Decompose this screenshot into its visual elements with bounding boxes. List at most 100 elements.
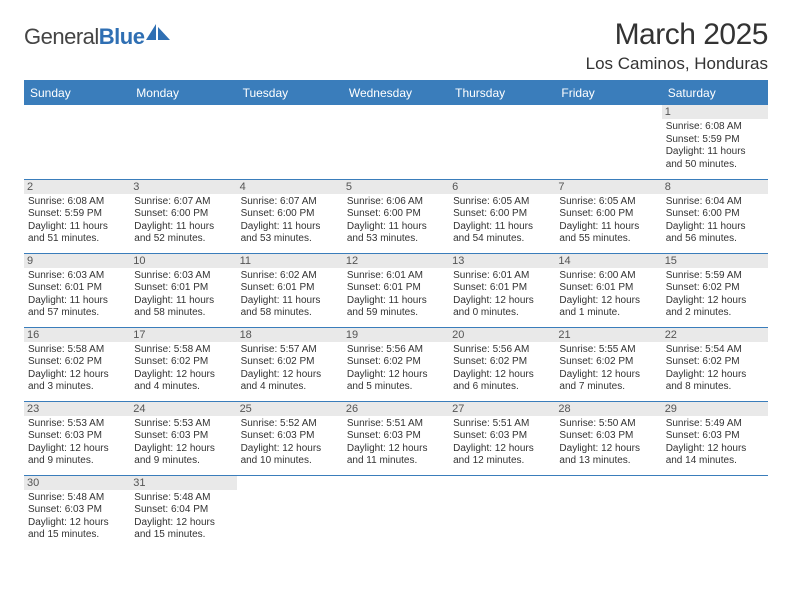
sunset: Sunset: 5:59 PM (28, 208, 126, 221)
sunset: Sunset: 6:02 PM (134, 356, 232, 369)
col-wednesday: Wednesday (343, 81, 449, 105)
daylight: Daylight: 11 hours and 52 minutes. (134, 221, 232, 246)
calendar-cell: 8Sunrise: 6:04 AMSunset: 6:00 PMDaylight… (662, 179, 768, 253)
day-number: 30 (24, 476, 130, 490)
sunrise: Sunrise: 5:53 AM (28, 418, 126, 431)
calendar-cell: 15Sunrise: 5:59 AMSunset: 6:02 PMDayligh… (662, 253, 768, 327)
daylight: Daylight: 12 hours and 7 minutes. (559, 369, 657, 394)
sunset: Sunset: 6:00 PM (134, 208, 232, 221)
daylight: Daylight: 12 hours and 8 minutes. (666, 369, 764, 394)
day-number: 29 (662, 402, 768, 416)
calendar-cell: 29Sunrise: 5:49 AMSunset: 6:03 PMDayligh… (662, 401, 768, 475)
sunrise: Sunrise: 5:48 AM (134, 492, 232, 505)
sunrise: Sunrise: 5:56 AM (347, 344, 445, 357)
sunrise: Sunrise: 6:00 AM (559, 270, 657, 283)
calendar-cell: 25Sunrise: 5:52 AMSunset: 6:03 PMDayligh… (237, 401, 343, 475)
col-thursday: Thursday (449, 81, 555, 105)
sunset: Sunset: 6:02 PM (347, 356, 445, 369)
day-number: 4 (237, 180, 343, 194)
calendar-cell: 16Sunrise: 5:58 AMSunset: 6:02 PMDayligh… (24, 327, 130, 401)
day-number: 6 (449, 180, 555, 194)
sunset: Sunset: 6:01 PM (559, 282, 657, 295)
daylight: Daylight: 12 hours and 0 minutes. (453, 295, 551, 320)
calendar-cell (449, 475, 555, 549)
daylight: Daylight: 12 hours and 9 minutes. (134, 443, 232, 468)
calendar-cell: 31Sunrise: 5:48 AMSunset: 6:04 PMDayligh… (130, 475, 236, 549)
calendar-cell: 22Sunrise: 5:54 AMSunset: 6:02 PMDayligh… (662, 327, 768, 401)
calendar-row: 1Sunrise: 6:08 AMSunset: 5:59 PMDaylight… (24, 105, 768, 179)
daylight: Daylight: 12 hours and 11 minutes. (347, 443, 445, 468)
sunrise: Sunrise: 5:53 AM (134, 418, 232, 431)
calendar-cell (237, 475, 343, 549)
daylight: Daylight: 12 hours and 1 minute. (559, 295, 657, 320)
sunset: Sunset: 6:02 PM (666, 356, 764, 369)
sunrise: Sunrise: 5:52 AM (241, 418, 339, 431)
logo-word1: General (24, 24, 99, 49)
sunrise: Sunrise: 6:07 AM (241, 196, 339, 209)
sunset: Sunset: 6:03 PM (453, 430, 551, 443)
sunset: Sunset: 6:02 PM (453, 356, 551, 369)
daylight: Daylight: 11 hours and 55 minutes. (559, 221, 657, 246)
sunset: Sunset: 6:03 PM (559, 430, 657, 443)
daylight: Daylight: 11 hours and 50 minutes. (666, 146, 764, 171)
sunset: Sunset: 6:01 PM (134, 282, 232, 295)
sunrise: Sunrise: 5:48 AM (28, 492, 126, 505)
calendar-row: 16Sunrise: 5:58 AMSunset: 6:02 PMDayligh… (24, 327, 768, 401)
header: GeneralBlue March 2025 Los Caminos, Hond… (24, 18, 768, 74)
daylight: Daylight: 12 hours and 9 minutes. (28, 443, 126, 468)
logo: GeneralBlue (24, 18, 172, 50)
calendar-cell: 9Sunrise: 6:03 AMSunset: 6:01 PMDaylight… (24, 253, 130, 327)
sunrise: Sunrise: 5:58 AM (134, 344, 232, 357)
sunset: Sunset: 6:00 PM (347, 208, 445, 221)
calendar-cell (237, 105, 343, 179)
day-number: 25 (237, 402, 343, 416)
sunrise: Sunrise: 6:02 AM (241, 270, 339, 283)
sunset: Sunset: 6:03 PM (134, 430, 232, 443)
col-tuesday: Tuesday (237, 81, 343, 105)
sunrise: Sunrise: 5:49 AM (666, 418, 764, 431)
day-number: 12 (343, 254, 449, 268)
calendar-cell: 21Sunrise: 5:55 AMSunset: 6:02 PMDayligh… (555, 327, 661, 401)
day-number: 8 (662, 180, 768, 194)
calendar-cell: 14Sunrise: 6:00 AMSunset: 6:01 PMDayligh… (555, 253, 661, 327)
month-title: March 2025 (586, 18, 768, 52)
sunrise: Sunrise: 5:56 AM (453, 344, 551, 357)
sunset: Sunset: 6:01 PM (241, 282, 339, 295)
sunset: Sunset: 6:03 PM (28, 430, 126, 443)
day-number: 5 (343, 180, 449, 194)
calendar-cell: 23Sunrise: 5:53 AMSunset: 6:03 PMDayligh… (24, 401, 130, 475)
calendar-cell: 17Sunrise: 5:58 AMSunset: 6:02 PMDayligh… (130, 327, 236, 401)
calendar-cell: 30Sunrise: 5:48 AMSunset: 6:03 PMDayligh… (24, 475, 130, 549)
sunrise: Sunrise: 6:01 AM (453, 270, 551, 283)
calendar-cell (343, 475, 449, 549)
sunrise: Sunrise: 5:51 AM (453, 418, 551, 431)
calendar-cell: 10Sunrise: 6:03 AMSunset: 6:01 PMDayligh… (130, 253, 236, 327)
sunrise: Sunrise: 6:06 AM (347, 196, 445, 209)
calendar-cell (555, 475, 661, 549)
col-friday: Friday (555, 81, 661, 105)
day-number: 26 (343, 402, 449, 416)
sunset: Sunset: 6:03 PM (241, 430, 339, 443)
calendar-cell: 19Sunrise: 5:56 AMSunset: 6:02 PMDayligh… (343, 327, 449, 401)
calendar-cell: 27Sunrise: 5:51 AMSunset: 6:03 PMDayligh… (449, 401, 555, 475)
day-number: 18 (237, 328, 343, 342)
day-number: 7 (555, 180, 661, 194)
calendar-cell: 1Sunrise: 6:08 AMSunset: 5:59 PMDaylight… (662, 105, 768, 179)
day-number: 22 (662, 328, 768, 342)
sunrise: Sunrise: 5:51 AM (347, 418, 445, 431)
calendar-cell (662, 475, 768, 549)
sunrise: Sunrise: 5:59 AM (666, 270, 764, 283)
calendar-row: 9Sunrise: 6:03 AMSunset: 6:01 PMDaylight… (24, 253, 768, 327)
calendar-cell (130, 105, 236, 179)
calendar-cell: 20Sunrise: 5:56 AMSunset: 6:02 PMDayligh… (449, 327, 555, 401)
calendar-cell: 11Sunrise: 6:02 AMSunset: 6:01 PMDayligh… (237, 253, 343, 327)
calendar-cell (343, 105, 449, 179)
day-number: 16 (24, 328, 130, 342)
sunrise: Sunrise: 5:57 AM (241, 344, 339, 357)
sunset: Sunset: 6:00 PM (666, 208, 764, 221)
day-number: 1 (662, 105, 768, 119)
day-number: 15 (662, 254, 768, 268)
sunrise: Sunrise: 6:03 AM (134, 270, 232, 283)
calendar-cell: 28Sunrise: 5:50 AMSunset: 6:03 PMDayligh… (555, 401, 661, 475)
calendar-cell: 12Sunrise: 6:01 AMSunset: 6:01 PMDayligh… (343, 253, 449, 327)
